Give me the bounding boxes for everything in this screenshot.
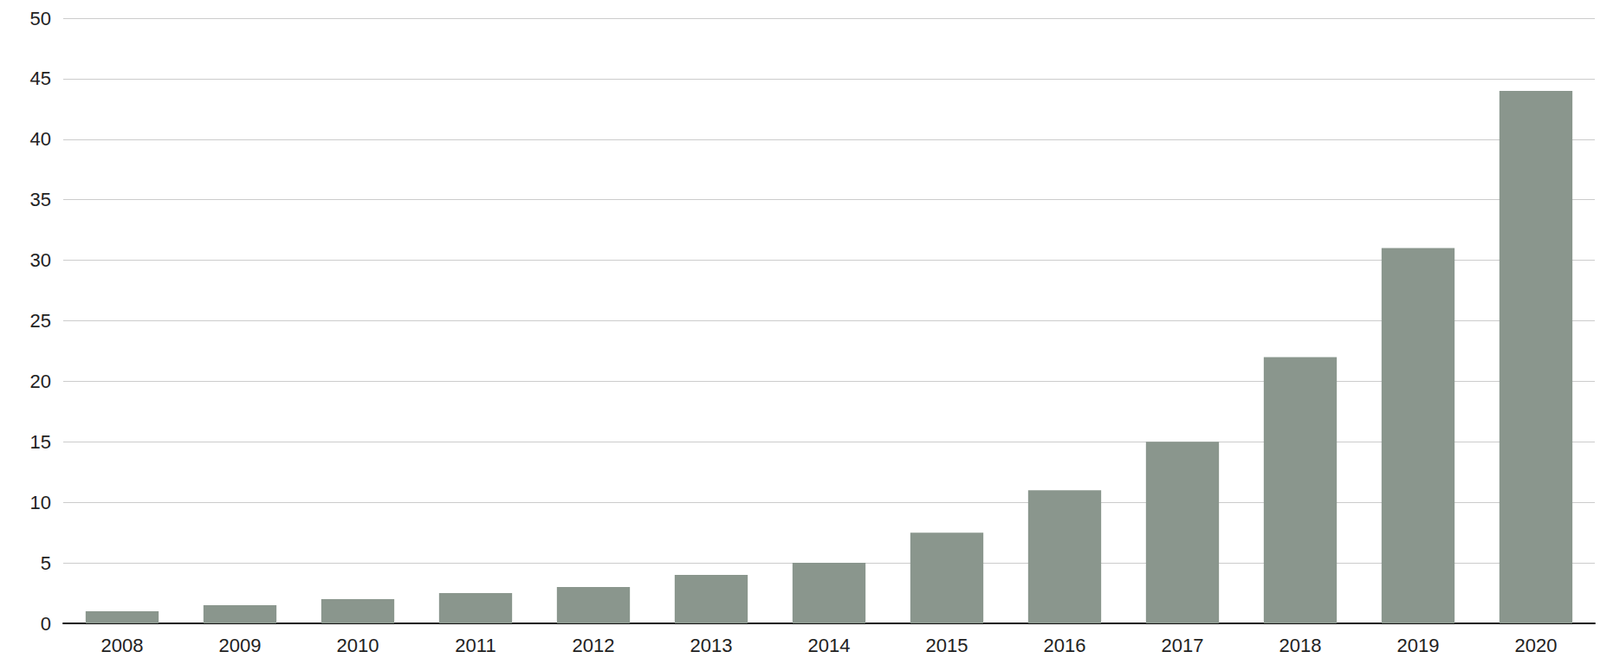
svg-text:2011: 2011 xyxy=(454,634,496,657)
svg-text:2019: 2019 xyxy=(1397,634,1440,657)
svg-text:25: 25 xyxy=(30,310,52,332)
svg-text:30: 30 xyxy=(30,249,52,272)
svg-text:2013: 2013 xyxy=(690,634,733,657)
svg-text:40: 40 xyxy=(30,128,52,150)
svg-text:2012: 2012 xyxy=(572,634,616,657)
svg-text:20: 20 xyxy=(30,370,52,393)
svg-text:2010: 2010 xyxy=(336,634,380,657)
svg-text:5: 5 xyxy=(40,552,52,575)
svg-text:2015: 2015 xyxy=(926,634,969,657)
svg-text:10: 10 xyxy=(30,492,52,514)
svg-text:50: 50 xyxy=(30,7,52,30)
svg-text:2016: 2016 xyxy=(1043,634,1087,657)
svg-text:45: 45 xyxy=(30,67,52,90)
svg-text:2008: 2008 xyxy=(101,634,144,657)
svg-text:0: 0 xyxy=(40,613,52,635)
svg-text:2009: 2009 xyxy=(219,634,262,657)
svg-text:2014: 2014 xyxy=(808,634,851,657)
svg-text:15: 15 xyxy=(30,431,52,454)
svg-text:35: 35 xyxy=(30,188,52,211)
svg-text:2020: 2020 xyxy=(1515,634,1558,657)
svg-text:2018: 2018 xyxy=(1279,634,1322,657)
svg-text:2017: 2017 xyxy=(1161,634,1205,657)
